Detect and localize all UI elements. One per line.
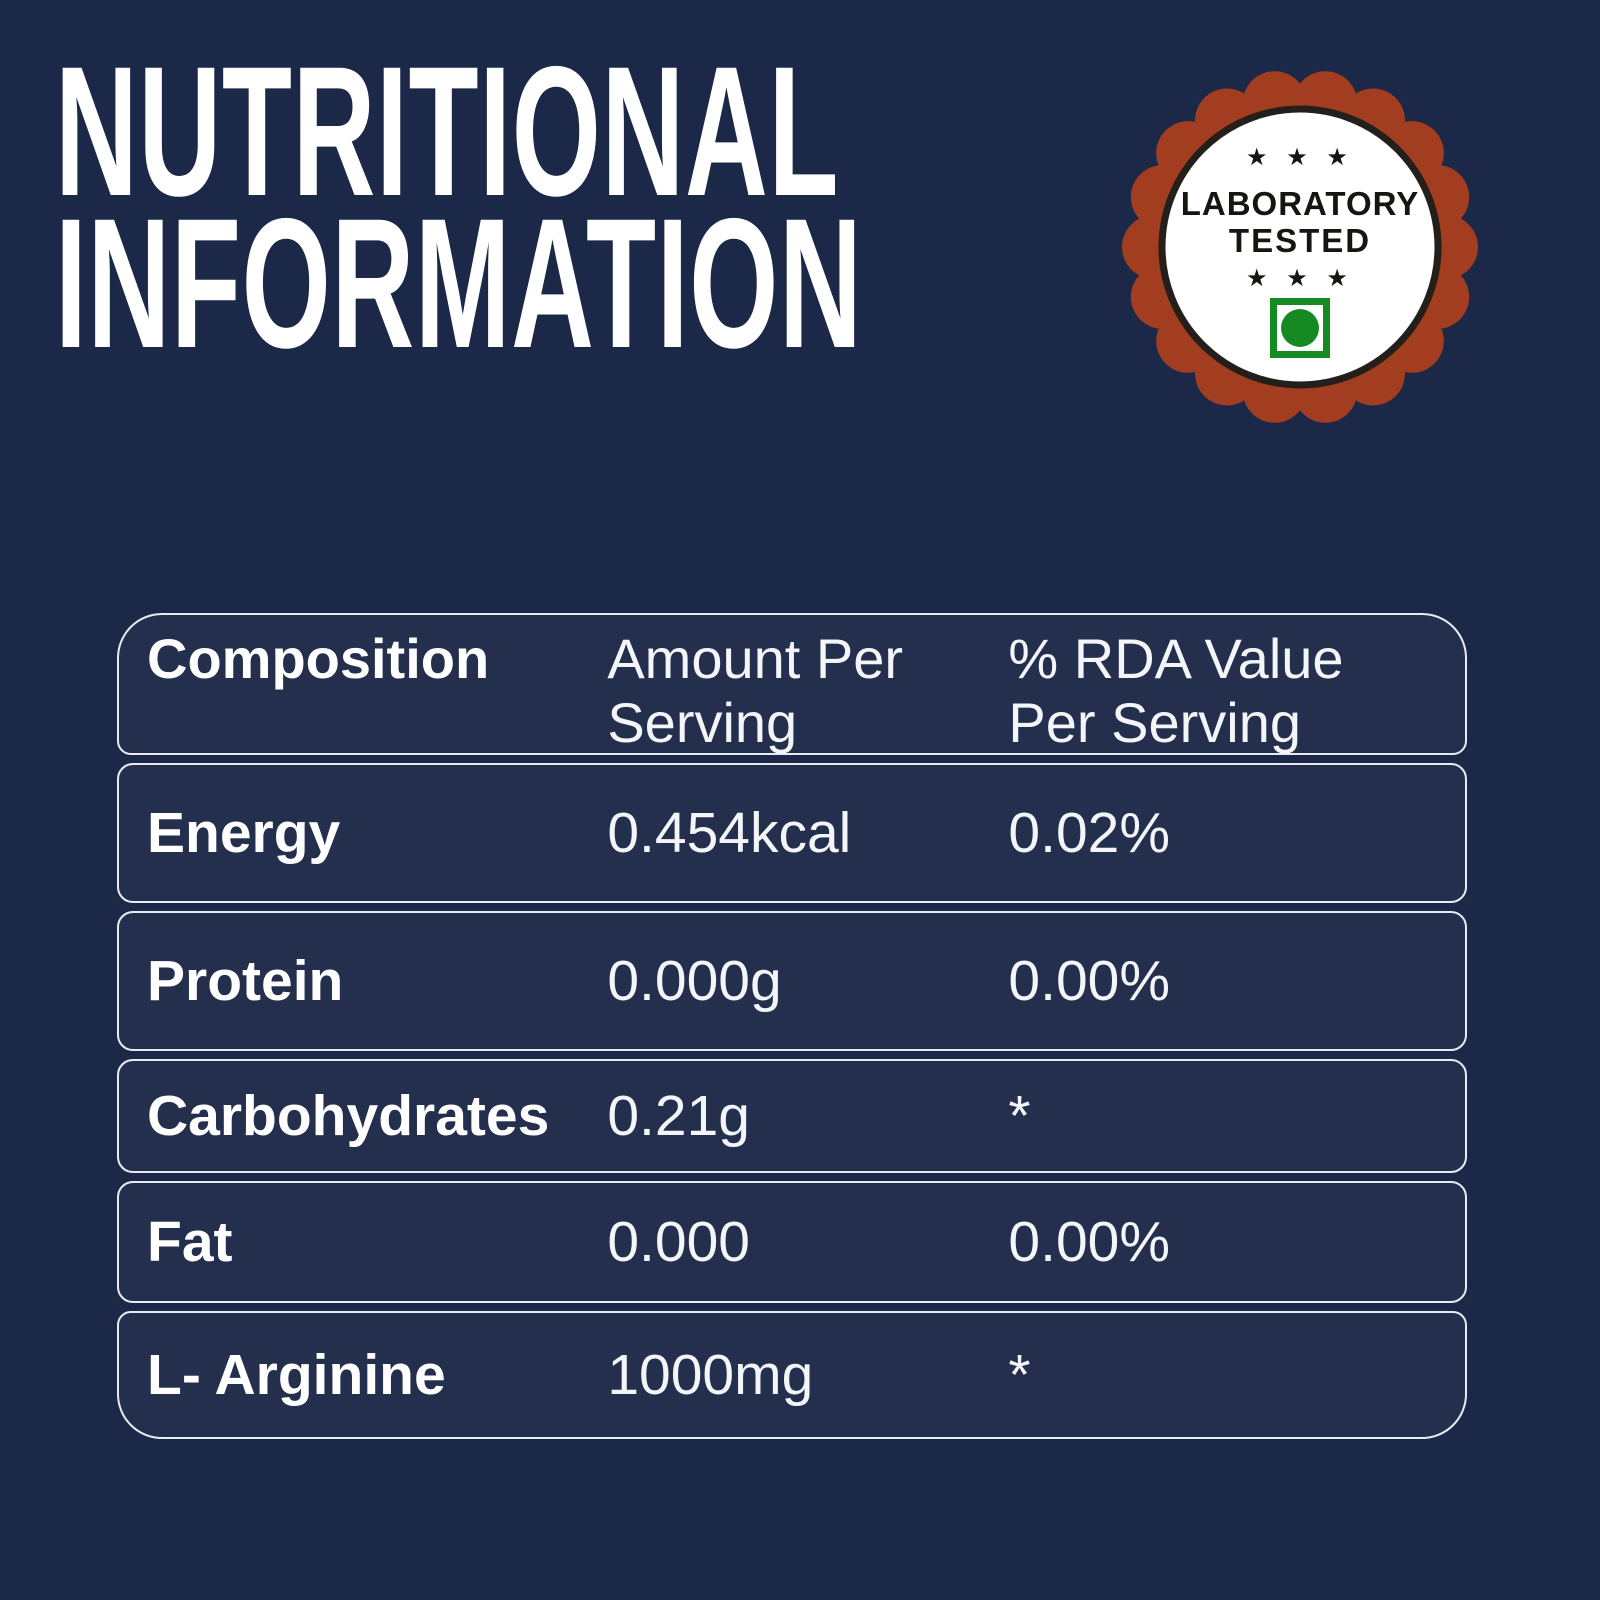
row-amount: 0.21g (607, 1084, 750, 1148)
stars-bottom-icon: ★ ★ ★ (1246, 265, 1354, 292)
seal-scallop-icon (1122, 71, 1478, 423)
row-rda: 0.02% (1008, 801, 1171, 865)
row-amount: 0.454kcal (607, 801, 852, 865)
vegetarian-dot-icon (1281, 309, 1319, 347)
laboratory-tested-badge: ★ ★ ★ LABORATORY TESTED ★ ★ ★ (1120, 67, 1480, 427)
row-label: Protein (147, 949, 344, 1013)
table-row-carbohydrates: Carbohydrates 0.21g * (117, 1059, 1467, 1173)
header-rda-per-serving: % RDA Value Per Serving (1008, 627, 1344, 754)
row-label: L- Arginine (147, 1343, 446, 1407)
table-header-row: Composition Amount Per Serving % RDA Val… (117, 613, 1467, 755)
badge-content: ★ ★ ★ LABORATORY TESTED ★ ★ ★ (1120, 67, 1480, 427)
page-title: NUTRITIONAL INFORMATION (55, 29, 863, 387)
vegetarian-mark-icon (1270, 298, 1330, 358)
header-composition: Composition (147, 627, 490, 690)
badge-title: LABORATORY (1180, 185, 1420, 222)
row-rda: * (1008, 1343, 1031, 1407)
row-label: Carbohydrates (147, 1084, 550, 1148)
row-rda: 0.00% (1008, 949, 1171, 1013)
row-rda: 0.00% (1008, 1210, 1171, 1274)
table-row-energy: Energy 0.454kcal 0.02% (117, 763, 1467, 903)
row-amount: 0.000 (607, 1210, 750, 1274)
stars-top-icon: ★ ★ ★ (1246, 144, 1354, 171)
row-rda: * (1008, 1084, 1031, 1148)
table-row-fat: Fat 0.000 0.00% (117, 1181, 1467, 1303)
badge-subtitle: TESTED (1228, 222, 1372, 259)
table-row-protein: Protein 0.000g 0.00% (117, 911, 1467, 1051)
nutrition-table: Composition Amount Per Serving % RDA Val… (117, 613, 1467, 1439)
row-amount: 0.000g (607, 949, 782, 1013)
row-amount: 1000mg (607, 1343, 814, 1407)
row-label: Energy (147, 801, 341, 865)
table-row-l-arginine: L- Arginine 1000mg * (117, 1311, 1467, 1439)
row-label: Fat (147, 1210, 233, 1274)
header-amount-per-serving: Amount Per Serving (607, 627, 904, 754)
